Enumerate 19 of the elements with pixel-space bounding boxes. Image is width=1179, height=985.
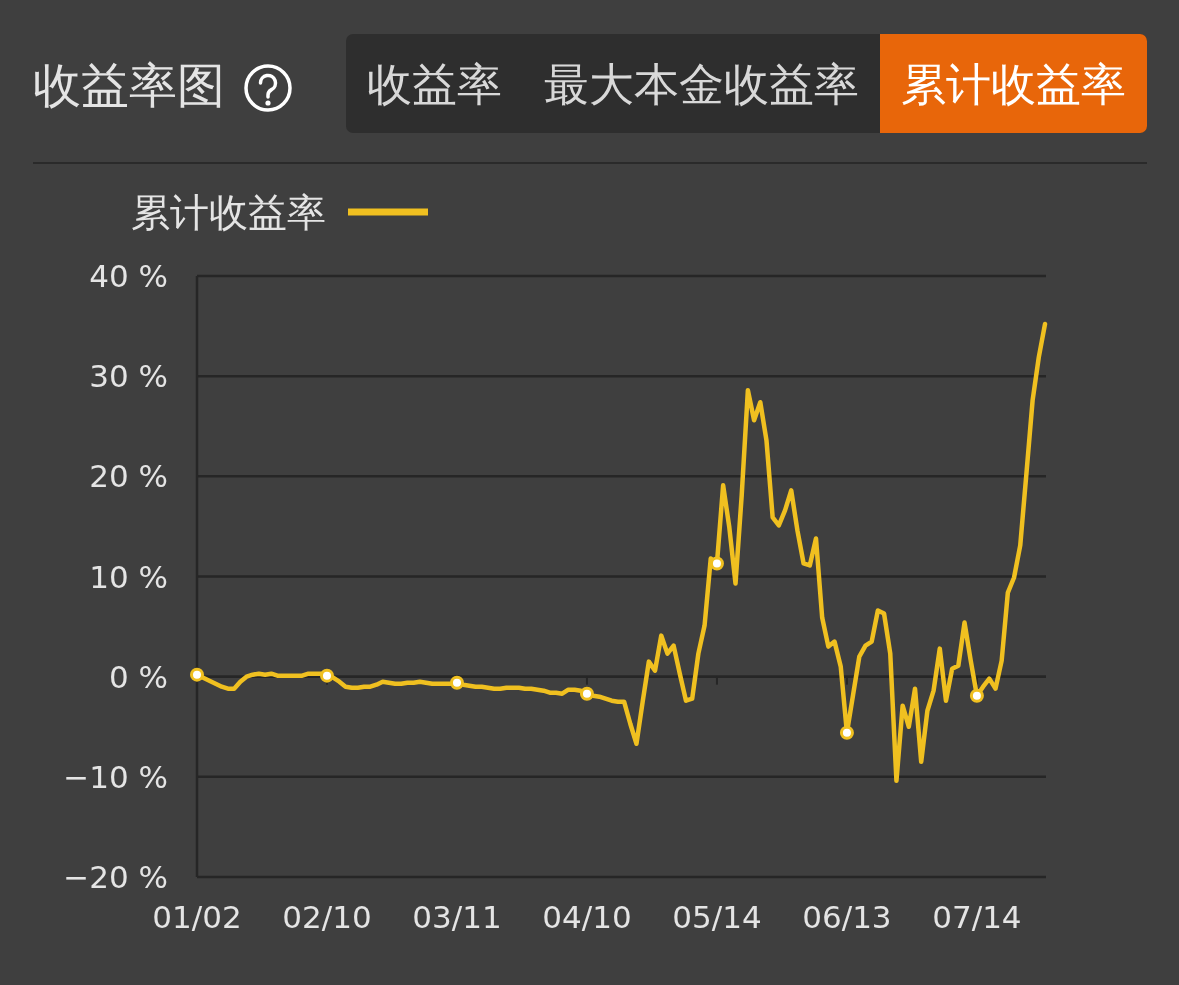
y-tick-label: 20 % (89, 458, 168, 495)
chart-title: 收益率图 (33, 57, 225, 113)
x-tick-label: 07/14 (932, 899, 1022, 935)
text: 累计收益率 (901, 57, 1126, 111)
y-tick-label: 10 % (89, 558, 168, 595)
y-tick-label: 30 % (89, 358, 168, 395)
legend-label: 累计收益率 (131, 189, 326, 235)
y-tick-label: −10 % (63, 758, 168, 795)
x-tick-label: 05/14 (672, 899, 762, 935)
text: 最大本金收益率 (544, 57, 859, 111)
y-tick-label: 40 % (89, 258, 168, 294)
x-tick-label: 02/10 (282, 899, 372, 935)
y-tick-label: −20 % (63, 859, 168, 895)
x-tick-label: 03/11 (412, 899, 502, 935)
x-tick-label: 04/10 (542, 899, 632, 935)
text: 收益率 (367, 57, 502, 111)
x-tick-label: 06/13 (802, 899, 892, 935)
y-tick-label: 0 % (108, 658, 168, 695)
x-tick-label: 01/02 (152, 899, 242, 935)
